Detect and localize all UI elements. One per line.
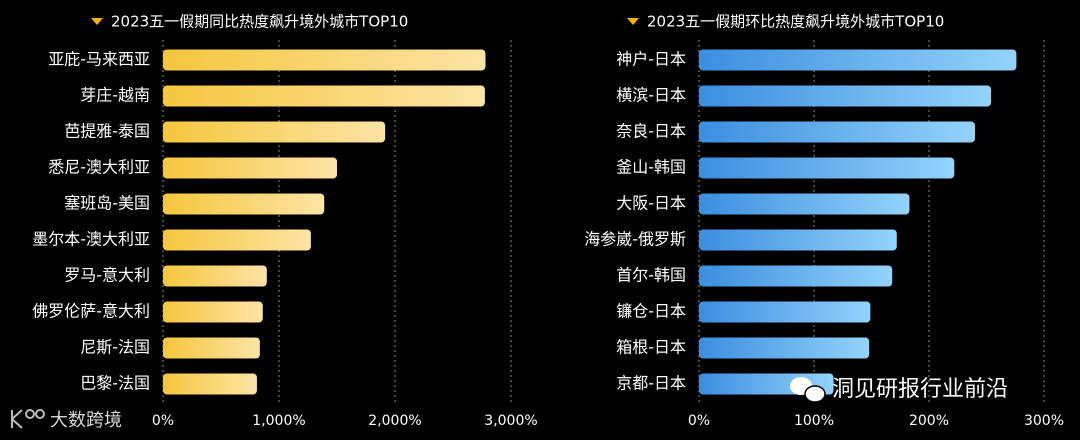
bar [163, 337, 260, 359]
x-tick-label: 200% [909, 413, 949, 429]
x-tick-label: 2,000% [368, 413, 421, 429]
wechat-icon [790, 377, 826, 403]
bar [163, 373, 257, 395]
bar [699, 85, 992, 107]
y-tick-label: 芽庄-越南 [80, 86, 150, 105]
bar [699, 193, 910, 215]
y-tick-label: 悉尼-澳大利亚 [48, 158, 150, 177]
y-tick-label: 横滨-日本 [616, 86, 686, 105]
bar [163, 301, 263, 323]
y-tick-label: 墨尔本-澳大利亚 [32, 230, 150, 249]
bar [699, 301, 871, 323]
x-tick-label: 300% [1024, 413, 1064, 429]
y-tick-label: 大阪-日本 [616, 194, 686, 213]
x-tick-label: 0% [688, 413, 710, 429]
x-tick-label: 3,000% [484, 413, 537, 429]
bar [163, 85, 485, 107]
x-tick-label: 0% [152, 413, 174, 429]
y-tick-label: 奈良-日本 [616, 122, 686, 141]
logo-dot [25, 409, 35, 419]
y-tick-label: 首尔-韩国 [616, 266, 686, 285]
title-marker [627, 18, 639, 25]
bar [699, 49, 1017, 71]
bar [699, 337, 870, 359]
x-tick-label: 100% [794, 413, 834, 429]
bar [163, 157, 337, 179]
wechat-bubble [804, 385, 826, 403]
y-tick-label: 箱根-日本 [616, 338, 686, 357]
logo-k [11, 409, 23, 429]
bar [699, 265, 893, 287]
y-tick-label: 亚庇-马来西亚 [48, 50, 150, 69]
bar [163, 121, 386, 143]
y-tick-label: 芭提雅-泰国 [64, 122, 150, 141]
y-tick-label: 海参崴-俄罗斯 [584, 230, 686, 249]
y-tick-label: 神户-日本 [616, 50, 686, 69]
bar [163, 193, 325, 215]
y-tick-label: 巴黎-法国 [80, 374, 150, 393]
bar [699, 121, 975, 143]
logo-dot [35, 409, 45, 419]
bar [163, 229, 311, 251]
y-tick-label: 京都-日本 [616, 374, 686, 393]
title-marker [91, 18, 103, 25]
plot-layer: 2023五一假期同比热度飙升境外城市TOP10 0% 1,000% 2,000% 3,0… [32, 13, 1064, 430]
y-tick-label: 塞班岛-美国 [64, 194, 150, 213]
chart-title: 2023五一假期环比热度飙升境外城市TOP10 [647, 13, 944, 31]
watermark: 大数跨境 [50, 410, 122, 431]
x-tick-label: 1,000% [252, 413, 305, 429]
chart-title: 2023五一假期同比热度飙升境外城市TOP10 [111, 13, 408, 31]
y-tick-label: 罗马-意大利 [64, 266, 150, 285]
bar [163, 265, 267, 287]
bar [163, 49, 486, 71]
y-tick-label: 釜山-韩国 [616, 158, 686, 177]
y-tick-label: 尼斯-法国 [80, 338, 150, 357]
y-tick-label: 佛罗伦萨-意大利 [32, 302, 150, 321]
y-tick-label: 镰仓-日本 [616, 302, 686, 321]
watermark: 洞见研报行业前沿 [832, 377, 1008, 402]
logo-icon [11, 409, 45, 429]
bar [699, 157, 955, 179]
bar [699, 229, 897, 251]
